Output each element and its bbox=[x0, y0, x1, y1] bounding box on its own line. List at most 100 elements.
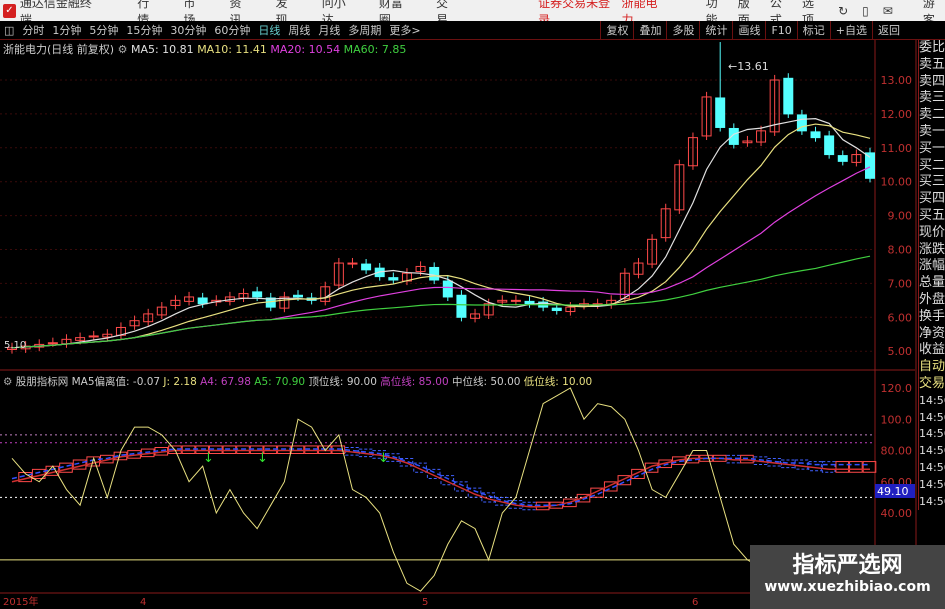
ribbon-bar bbox=[563, 498, 577, 508]
price-tick: 10.00 bbox=[881, 176, 913, 189]
candle-body bbox=[184, 296, 195, 302]
low-line-value: 低位线: 10.00 bbox=[523, 376, 593, 388]
ribbon-bar bbox=[576, 493, 591, 503]
ribbon-bar bbox=[454, 481, 468, 492]
ribbon-bar bbox=[672, 456, 686, 465]
a5-line bbox=[11, 448, 870, 506]
period-tab[interactable]: 60分钟 bbox=[214, 24, 251, 37]
side-label: 委比 bbox=[919, 40, 945, 55]
ribbon-bar bbox=[426, 468, 441, 479]
candle-body bbox=[728, 127, 739, 145]
candle-body bbox=[456, 294, 467, 318]
candle-body bbox=[701, 96, 712, 137]
candle-body bbox=[279, 296, 290, 309]
ribbon-bar bbox=[236, 445, 250, 454]
ribbon-bar bbox=[617, 475, 632, 486]
price-tick: 5.00 bbox=[888, 345, 913, 358]
candle-body bbox=[510, 299, 521, 302]
indicator-tick: 100.0 bbox=[881, 413, 913, 426]
candle-body bbox=[742, 140, 753, 144]
period-tab[interactable]: 分时 bbox=[22, 24, 45, 37]
candle-body bbox=[88, 335, 99, 338]
candle-body bbox=[769, 79, 780, 133]
period-tab[interactable]: 月线 bbox=[318, 24, 341, 37]
indicator-info: ⚙ 股朋指标网 MA5偏离值: -0.07 J: 2.18 A4: 67.98 … bbox=[3, 374, 592, 389]
j-line bbox=[11, 387, 870, 592]
phone-icon[interactable]: ▯ bbox=[862, 3, 869, 18]
candle-body bbox=[483, 303, 494, 316]
panel-toggle-icon[interactable]: ◫ bbox=[4, 23, 15, 37]
period-tab[interactable]: 1分钟 bbox=[52, 24, 82, 37]
side-label: 买五 bbox=[919, 207, 945, 223]
ribbon-bar bbox=[821, 461, 836, 473]
settings-icon[interactable]: ⚙ bbox=[117, 43, 128, 56]
ribbon-bar bbox=[590, 487, 604, 498]
tool-button[interactable]: 画线 bbox=[732, 21, 765, 40]
a5-value: A5: 70.90 bbox=[254, 376, 306, 388]
candle-body bbox=[865, 152, 875, 179]
main-chart-info: 浙能电力(日线 前复权) ⚙ MA5: 10.81 MA10: 11.41 MA… bbox=[3, 41, 406, 57]
date-tick: 4 bbox=[140, 597, 146, 608]
tool-button[interactable]: 标记 bbox=[796, 21, 830, 40]
current-value-label: 49.10 bbox=[877, 485, 909, 498]
sell-arrow-icon: ↓ bbox=[203, 451, 214, 466]
settings-icon[interactable]: ⚙ bbox=[3, 376, 13, 388]
candle-body bbox=[143, 313, 154, 323]
app-logo-icon: ✓ bbox=[3, 3, 16, 18]
ribbon-bar bbox=[277, 445, 291, 454]
ribbon-bar bbox=[794, 459, 809, 470]
period-tab[interactable]: 周线 bbox=[288, 24, 311, 37]
price-tick: 9.00 bbox=[888, 210, 913, 223]
ribbon-bar bbox=[631, 468, 645, 479]
ribbon-bar bbox=[181, 445, 196, 454]
candle-body bbox=[674, 164, 685, 211]
tool-button[interactable]: F10 bbox=[765, 21, 796, 40]
ribbon-bar bbox=[386, 453, 400, 462]
top-line-value: 顶位线: 90.00 bbox=[308, 376, 377, 388]
side-label: 净资 bbox=[919, 325, 945, 341]
side-label: 14:56 bbox=[919, 410, 945, 424]
candle-body bbox=[415, 265, 426, 273]
current-value-badge bbox=[875, 484, 915, 498]
period-tabs: 分时 1分钟 5分钟 15分钟 30分钟 60分钟 日线 周线 月线 多周期 更多> bbox=[18, 22, 424, 38]
ribbon-bar bbox=[603, 481, 618, 492]
period-tab[interactable]: 多周期 bbox=[348, 24, 382, 37]
period-tab[interactable]: 15分钟 bbox=[126, 24, 163, 37]
ribbon-bar bbox=[317, 445, 332, 454]
tool-button[interactable]: 多股 bbox=[666, 21, 699, 40]
side-label: 卖五 bbox=[919, 56, 945, 72]
price-tick: 8.00 bbox=[888, 244, 913, 257]
candle-body bbox=[687, 137, 698, 167]
candle-body bbox=[660, 208, 671, 239]
candle-body bbox=[129, 320, 140, 327]
ribbon-bar bbox=[263, 445, 278, 454]
tool-button[interactable]: 统计 bbox=[699, 21, 732, 40]
candle-body bbox=[47, 342, 58, 345]
period-tab[interactable]: 5分钟 bbox=[89, 24, 119, 37]
tool-button[interactable]: +自选 bbox=[829, 21, 872, 40]
ribbon-bar bbox=[331, 445, 346, 454]
candle-body bbox=[197, 297, 208, 305]
period-tab[interactable]: 日线 bbox=[258, 24, 281, 37]
period-tab[interactable]: 更多> bbox=[389, 24, 421, 37]
period-tab[interactable]: 30分钟 bbox=[170, 24, 207, 37]
candle-body bbox=[633, 262, 644, 275]
candle-body bbox=[347, 262, 358, 265]
tool-button[interactable]: 叠加 bbox=[633, 21, 666, 40]
chart-title: 浙能电力(日线 前复权) bbox=[3, 43, 115, 56]
side-label: 卖一 bbox=[919, 123, 945, 139]
high-price-label: ←13.61 bbox=[728, 60, 769, 73]
side-label: 14:56 bbox=[919, 494, 945, 508]
candle-body bbox=[442, 280, 453, 298]
refresh-icon[interactable]: ↻ bbox=[838, 3, 849, 18]
side-label: 买一 bbox=[919, 140, 945, 156]
tool-button[interactable]: 复权 bbox=[600, 21, 633, 40]
side-label: 收益 bbox=[919, 342, 945, 358]
chart-tools: 复权 叠加 多股 统计 画线 F10 标记 +自选 返回 bbox=[600, 21, 905, 40]
message-icon[interactable]: ✉ bbox=[882, 3, 893, 18]
indicator-name: 股朋指标网 bbox=[15, 376, 69, 388]
ribbon-bar bbox=[304, 445, 318, 454]
tool-button[interactable]: 返回 bbox=[872, 21, 905, 40]
candle-body bbox=[837, 155, 848, 162]
